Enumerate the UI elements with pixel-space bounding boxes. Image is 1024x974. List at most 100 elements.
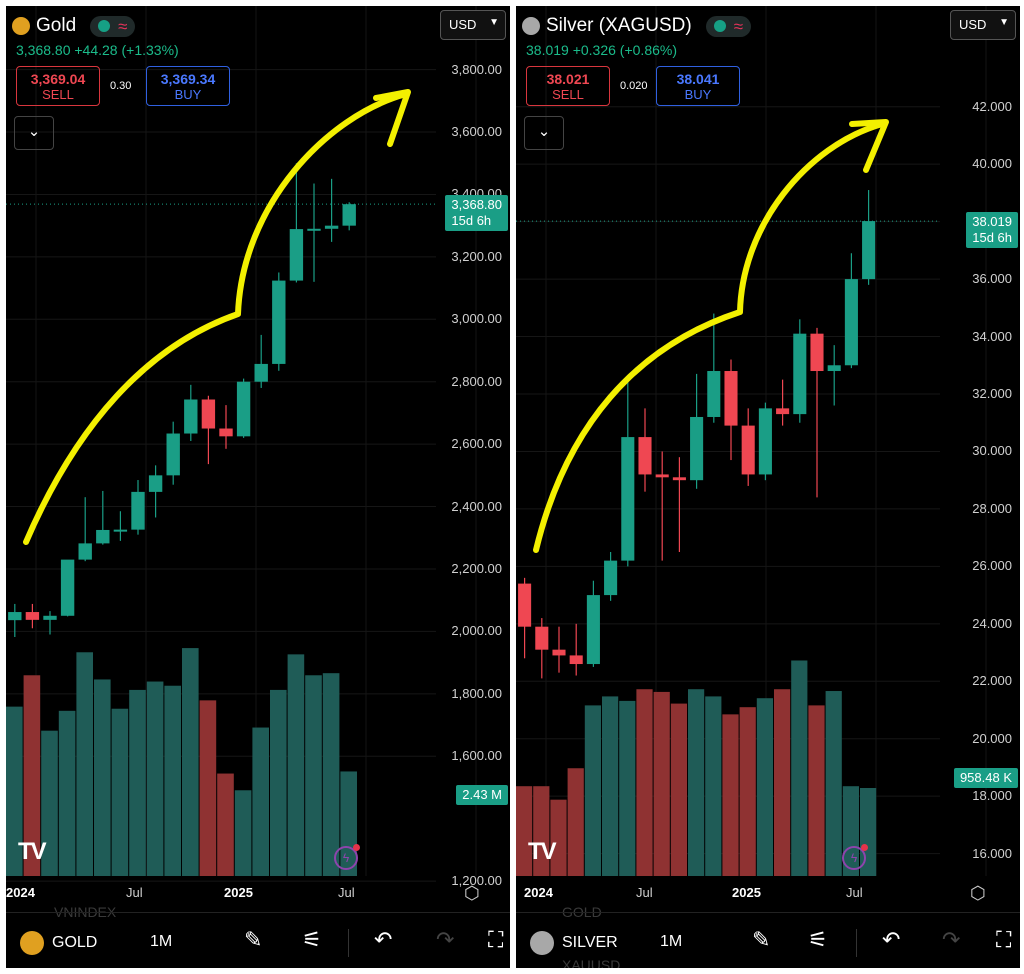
candle-body xyxy=(776,408,790,415)
last-price-value: 38.019 xyxy=(972,214,1012,230)
x-tick-label: Jul xyxy=(338,885,355,900)
draw-pen-icon[interactable]: ✎ xyxy=(244,927,263,952)
fullscreen-icon[interactable]: ⛶ xyxy=(488,927,504,952)
currency-value: USD xyxy=(959,17,987,32)
sell-button[interactable]: 3,369.04 SELL xyxy=(16,66,100,106)
buy-button[interactable]: 38.041 BUY xyxy=(656,66,740,106)
indicators-sliders-icon[interactable]: ⚟ xyxy=(302,927,322,952)
volume-bar xyxy=(270,689,287,876)
candle-body xyxy=(148,475,163,492)
y-tick-label: 40.000 xyxy=(972,156,1012,172)
last-price-value: 3,368.80 xyxy=(451,197,502,213)
price-quote: 38.019 +0.326 (+0.86%) xyxy=(526,42,678,58)
market-status-pill[interactable]: ≈ xyxy=(705,15,752,37)
y-tick-label: 2,400.00 xyxy=(451,498,502,514)
flash-icon[interactable]: ϟ xyxy=(334,844,360,870)
volume-bar xyxy=(774,689,791,876)
volume-bar xyxy=(6,706,23,876)
volume-tag: 958.48 K xyxy=(953,768,1018,788)
hexagon-settings-icon[interactable]: ⬡ xyxy=(464,883,480,903)
candle-body xyxy=(307,228,321,231)
gold-chart-canvas[interactable] xyxy=(6,6,510,912)
y-tick-label: 32.000 xyxy=(972,386,1012,401)
interval-button[interactable]: 1M xyxy=(660,933,683,950)
volume-bar xyxy=(791,660,808,876)
expand-chevron-button[interactable]: ⌄ xyxy=(14,116,54,150)
y-tick-label: 1,200.00 xyxy=(451,873,502,889)
y-tick-label: 3,000.00 xyxy=(451,311,502,327)
volume-bar xyxy=(217,773,234,876)
x-tick-label: Jul xyxy=(636,885,653,900)
symbol-title[interactable]: Silver (XAGUSD) xyxy=(546,15,692,36)
silver-chart-canvas[interactable] xyxy=(516,6,1020,912)
annotation-arrowhead xyxy=(849,119,889,173)
tradingview-logo: TV xyxy=(18,838,47,865)
candle-body xyxy=(219,428,233,437)
y-tick-label: 2,000.00 xyxy=(451,623,502,639)
y-tick-label: 24.000 xyxy=(972,615,1012,631)
candle-body xyxy=(201,399,216,429)
flash-icon[interactable]: ϟ xyxy=(842,844,868,870)
gold-coin-icon xyxy=(12,17,30,35)
y-tick-label: 30.000 xyxy=(972,443,1012,459)
candle-body xyxy=(569,655,583,665)
candle-body xyxy=(8,612,22,621)
candle-body xyxy=(741,425,755,475)
bottom-symbol[interactable]: GOLD xyxy=(20,931,97,955)
market-status-pill[interactable]: ≈ xyxy=(90,15,136,37)
market-open-icon xyxy=(98,20,111,32)
last-price-tag: 3,368.80 15d 6h xyxy=(445,195,508,232)
candle-body xyxy=(707,371,721,417)
x-tick-label: 2024 xyxy=(6,885,35,900)
volume-bar xyxy=(182,648,199,876)
candle-body xyxy=(324,225,339,229)
gold-chart-panel: Gold ≈ 3,368.80 +44.28 (+1.33%) 3,369.04… xyxy=(6,6,510,968)
wave-icon: ≈ xyxy=(118,16,128,36)
currency-value: USD xyxy=(449,17,477,32)
expand-chevron-button[interactable]: ⌄ xyxy=(524,116,564,150)
y-tick-label: 20.000 xyxy=(972,730,1012,746)
candle-body xyxy=(552,649,566,656)
redo-icon[interactable]: ↷ xyxy=(942,927,961,952)
volume-bar xyxy=(23,675,41,876)
volume-bar xyxy=(76,652,93,876)
volume-bar xyxy=(550,799,567,876)
symbol-title[interactable]: Gold xyxy=(36,15,77,36)
volume-bar xyxy=(670,703,687,876)
undo-icon[interactable]: ↶ xyxy=(882,927,901,952)
fullscreen-icon[interactable]: ⛶ xyxy=(996,927,1012,952)
volume-bar xyxy=(825,691,842,876)
interval-button[interactable]: 1M xyxy=(150,933,173,950)
volume-bar xyxy=(146,681,164,876)
bottom-symbol[interactable]: SILVER xyxy=(530,931,618,955)
undo-icon[interactable]: ↶ xyxy=(374,927,393,952)
symbol-header: Silver (XAGUSD) ≈ xyxy=(522,12,752,40)
sell-button[interactable]: 38.021 SELL xyxy=(526,66,610,106)
y-tick-label: 2,200.00 xyxy=(451,560,502,576)
volume-bar xyxy=(722,714,739,876)
wave-icon: ≈ xyxy=(733,16,744,36)
y-tick-label: 3,200.00 xyxy=(451,248,502,264)
currency-select[interactable]: USD ▼ xyxy=(950,10,1016,40)
volume-bar xyxy=(739,707,756,876)
volume-bar xyxy=(516,786,533,876)
draw-pen-icon[interactable]: ✎ xyxy=(752,927,771,952)
volume-bar xyxy=(111,708,129,876)
volume-bar xyxy=(533,786,550,876)
indicators-sliders-icon[interactable]: ⚟ xyxy=(808,927,828,952)
currency-select[interactable]: USD ▼ xyxy=(440,10,506,40)
buy-button[interactable]: 3,369.34 BUY xyxy=(146,66,230,106)
y-tick-label: 36.000 xyxy=(972,271,1012,287)
candle-body xyxy=(655,474,669,478)
candle-body xyxy=(60,559,75,616)
candle-body xyxy=(827,365,841,372)
candle-body xyxy=(342,204,356,226)
candle-body xyxy=(25,612,40,620)
candle-body xyxy=(604,560,618,596)
candle-body xyxy=(236,381,251,437)
volume-bar xyxy=(234,790,252,876)
y-tick-label: 26.000 xyxy=(972,558,1012,574)
hexagon-settings-icon[interactable]: ⬡ xyxy=(970,883,986,903)
buy-price: 3,369.34 xyxy=(160,71,216,87)
redo-icon[interactable]: ↷ xyxy=(436,927,455,952)
